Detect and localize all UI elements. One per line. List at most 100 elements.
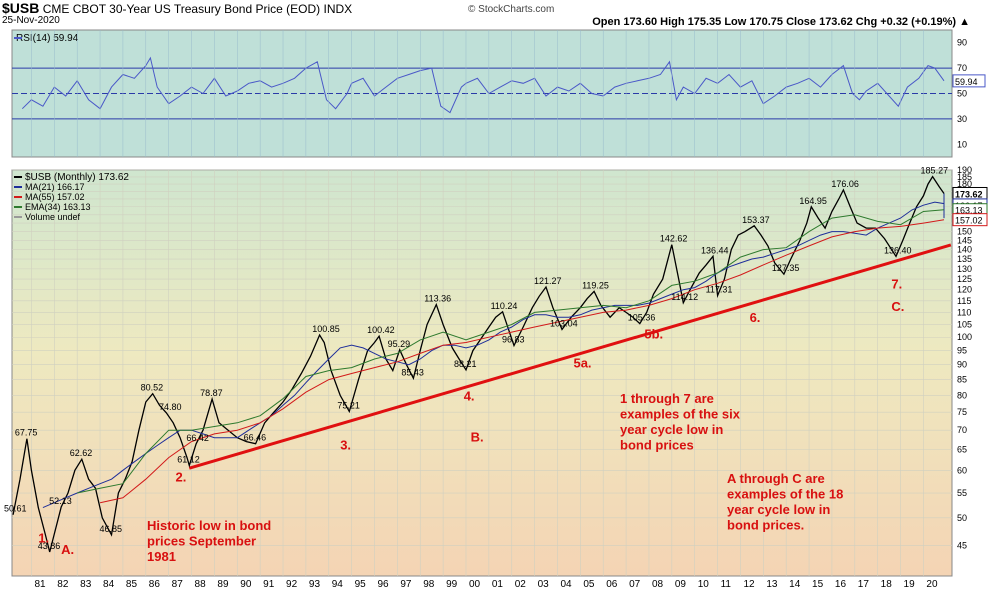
x-tick-label: 07: [629, 579, 641, 590]
price-extreme-label: 50.61: [4, 504, 27, 514]
x-tick-label: 94: [332, 579, 344, 590]
price-panel: 4550556065707580859095100105110115120125…: [4, 165, 988, 590]
chart-date: 25-Nov-2020: [2, 15, 60, 26]
price-extreme-label: 52.13: [49, 496, 72, 506]
price-extreme-label: 113.36: [424, 294, 451, 304]
cycle-annotation: 5b.: [644, 327, 663, 342]
price-extreme-label: 105.36: [628, 313, 656, 323]
x-tick-label: 00: [469, 579, 481, 590]
x-tick-label: 86: [149, 579, 161, 590]
x-tick-label: 97: [400, 579, 412, 590]
annotation-note-line: 1981: [147, 549, 176, 564]
price-tick-label: 75: [957, 407, 967, 417]
price-tick-label: 105: [957, 320, 972, 330]
x-tick-label: 81: [34, 579, 46, 590]
price-tick-label: 80: [957, 390, 967, 400]
x-tick-label: 10: [698, 579, 710, 590]
axis-value-box: [952, 213, 988, 227]
x-tick-label: 06: [606, 579, 618, 590]
x-tick-label: 89: [217, 579, 229, 590]
axis-value-label: 163.13: [955, 206, 983, 216]
x-tick-label: 85: [126, 579, 138, 590]
legend-label: EMA(34) 163.13: [25, 202, 91, 212]
x-tick-label: 05: [583, 579, 595, 590]
cycle-annotation: 6.: [750, 310, 761, 325]
price-extreme-label: 114.12: [671, 292, 698, 302]
price-tick-label: 55: [957, 488, 967, 498]
x-tick-label: 08: [652, 579, 664, 590]
rsi-tick-label: 50: [957, 89, 967, 99]
price-extreme-label: 96.83: [502, 335, 525, 345]
rsi-panel: 10 30 50 70 90 RSI(14) 59.94 59.94: [11, 29, 986, 158]
rsi-tick-label: 10: [957, 139, 967, 149]
price-extreme-label: 164.95: [799, 196, 827, 206]
chart-exchange: INDX: [323, 2, 353, 16]
series-line-ma-55-: [99, 219, 945, 504]
x-tick-label: 19: [904, 579, 916, 590]
rsi-legend-label: RSI(14) 59.94: [16, 33, 79, 44]
price-extreme-label: 78.87: [200, 388, 223, 398]
x-tick-label: 09: [675, 579, 687, 590]
price-extreme-label: 85.43: [401, 367, 424, 377]
price-tick-label: 150: [957, 227, 972, 237]
price-tick-label: 85: [957, 375, 967, 385]
x-tick-label: 12: [743, 579, 755, 590]
x-tick-label: 82: [57, 579, 69, 590]
price-tick-label: 120: [957, 285, 972, 295]
price-tick-label: 95: [957, 346, 967, 356]
x-tick-label: 87: [172, 579, 184, 590]
cycle-annotation: 3.: [340, 437, 351, 452]
cycle-annotation: 2.: [176, 469, 187, 484]
price-tick-label: 135: [957, 254, 972, 264]
x-tick-label: 18: [881, 579, 893, 590]
legend-label: Volume undef: [25, 212, 81, 222]
x-tick-label: 03: [538, 579, 550, 590]
x-tick-label: 99: [446, 579, 458, 590]
price-extreme-label: 100.85: [312, 324, 340, 334]
x-tick-label: 13: [766, 579, 778, 590]
price-extreme-label: 110.24: [491, 301, 518, 311]
chart-description: CME CBOT 30-Year US Treasury Bond Price …: [42, 2, 321, 16]
x-tick-label: 92: [286, 579, 298, 590]
cycle-annotation: 4.: [464, 388, 475, 403]
x-tick-label: 88: [195, 579, 207, 590]
x-tick-label: 02: [515, 579, 527, 590]
price-tick-label: 60: [957, 465, 967, 475]
x-tick-label: 15: [812, 579, 824, 590]
rsi-value-box: [952, 74, 986, 88]
x-tick-label: 20: [926, 579, 938, 590]
x-tick-label: 84: [103, 579, 115, 590]
rsi-tick-label: 70: [957, 63, 967, 73]
price-tick-label: 140: [957, 245, 972, 255]
price-extreme-label: 67.75: [15, 428, 38, 438]
price-extreme-label: 136.44: [701, 245, 729, 255]
price-extreme-label: 103.04: [550, 318, 578, 328]
x-tick-label: 93: [309, 579, 321, 590]
annotation-note-line: year cycle low in: [727, 502, 830, 517]
price-tick-label: 185: [957, 172, 972, 182]
annotation-note-line: A through C are: [727, 471, 825, 486]
annotation-note-line: examples of the six: [620, 407, 741, 422]
price-extreme-label: 100.42: [367, 325, 395, 335]
price-extreme-label: 88.21: [454, 359, 477, 369]
price-tick-label: 115: [957, 296, 971, 306]
x-tick-label: 11: [721, 579, 732, 590]
cycle-annotation: A.: [61, 542, 74, 557]
price-extreme-label: 117.31: [706, 285, 733, 295]
cycle-annotation: 1.: [38, 530, 49, 545]
watermark: © StockCharts.com: [468, 4, 555, 15]
price-extreme-label: 62.62: [70, 448, 93, 458]
price-tick-label: 90: [957, 360, 967, 370]
price-extreme-label: 142.62: [660, 234, 688, 244]
axis-value-label: 173.62: [955, 189, 983, 199]
annotation-note-line: Historic low in bond: [147, 518, 271, 533]
price-extreme-label: 61.12: [177, 455, 200, 465]
x-tick-label: 14: [789, 579, 801, 590]
rsi-value-label: 59.94: [955, 77, 978, 87]
annotation-note-line: year cycle low in: [620, 422, 723, 437]
rsi-tick-label: 90: [957, 38, 967, 48]
cycle-annotation: B.: [471, 430, 484, 445]
price-extreme-label: 119.25: [582, 280, 609, 290]
chart-title: $USB CME CBOT 30-Year US Treasury Bond P…: [2, 0, 352, 16]
